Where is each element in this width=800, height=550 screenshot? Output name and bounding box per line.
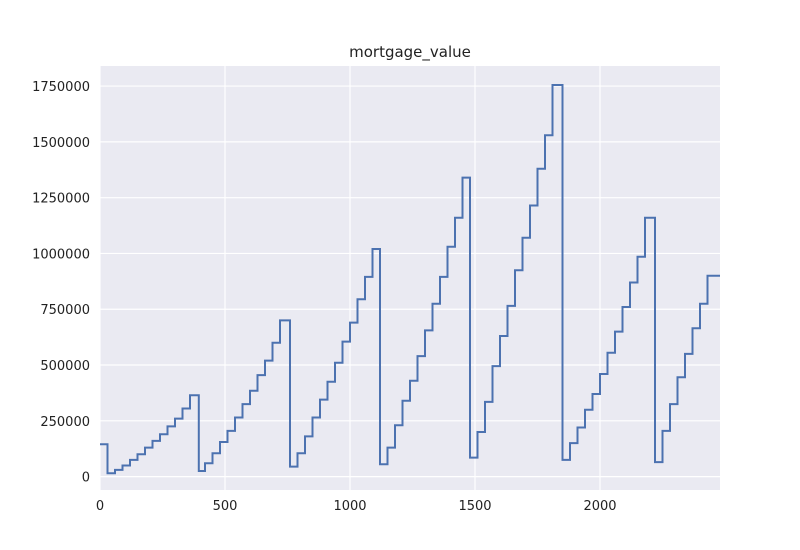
- y-tick-label: 1750000: [32, 80, 90, 95]
- x-tick-label: 2000: [583, 499, 616, 514]
- chart-title: mortgage_value: [349, 43, 471, 62]
- x-tick-label: 0: [96, 499, 104, 514]
- y-tick-label: 500000: [40, 359, 90, 374]
- y-tick-label: 1500000: [32, 136, 90, 151]
- series-line: [100, 84, 720, 475]
- x-tick-label: 1000: [333, 499, 366, 514]
- y-tick-label: 0: [82, 471, 90, 486]
- y-tick-label: 750000: [40, 303, 90, 318]
- x-tick-label: 1500: [458, 499, 491, 514]
- y-tick-label: 1000000: [32, 247, 90, 262]
- x-tick-label: 500: [213, 499, 238, 514]
- y-tick-label: 1250000: [32, 192, 90, 207]
- plot-background: [100, 66, 720, 490]
- y-tick-label: 250000: [40, 415, 90, 430]
